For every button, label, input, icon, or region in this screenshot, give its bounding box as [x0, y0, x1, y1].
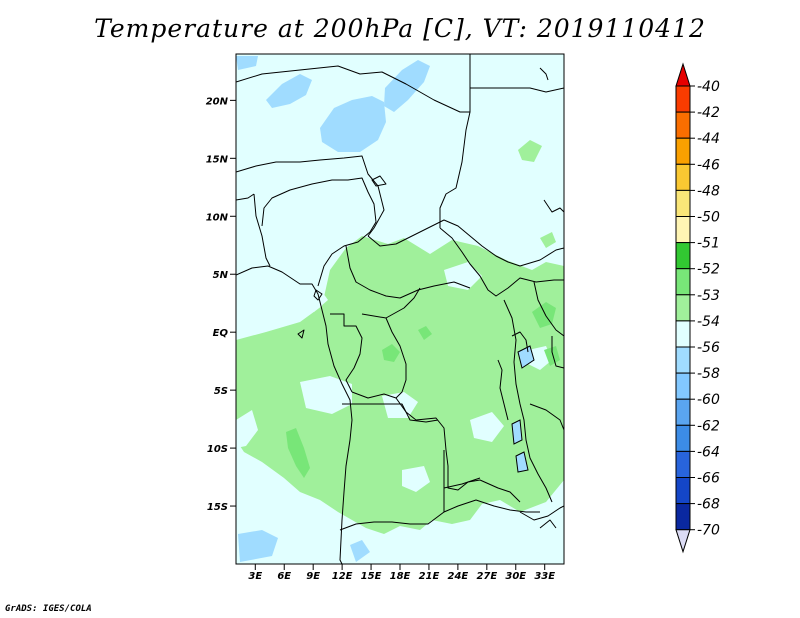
colorbar-label: -51	[697, 236, 720, 252]
colorbar-swatch	[675, 268, 691, 296]
lon-tick-label: 12E	[332, 571, 353, 582]
colorbar-swatch	[675, 242, 691, 270]
colorbar-swatch	[675, 346, 691, 374]
lon-tick-label: 21E	[419, 571, 440, 582]
colorbar-label: -53	[697, 288, 720, 304]
warm-region-53	[236, 140, 564, 534]
lat-tick-label: 5N	[213, 270, 229, 281]
colorbar-label: -70	[697, 523, 720, 539]
latitude-axis: 20N 15N 10N 5N EQ 5S 10S 15S	[206, 96, 236, 513]
colorbar-swatch	[675, 372, 691, 400]
colorbar-label: -44	[697, 131, 720, 147]
lon-tick-label: 27E	[476, 571, 497, 582]
colorbar-label: -50	[697, 210, 720, 226]
longitude-axis: 3E 6E 9E 12E 15E 18E 21E 24E 27E 30E 33E	[248, 564, 555, 582]
map-panel	[236, 54, 564, 564]
colorbar-swatch	[675, 398, 691, 426]
colorbar-bottom-arrow	[675, 529, 691, 554]
colorbar-top-arrow	[675, 62, 691, 87]
lakes	[511, 345, 535, 473]
lon-tick-label: 3E	[248, 571, 262, 582]
colorbar-label: -68	[697, 497, 720, 513]
colorbar-label: -58	[697, 366, 720, 382]
colorbar-swatch	[675, 424, 691, 452]
chart-title: Temperature at 200hPa [C], VT: 201911041…	[94, 14, 706, 43]
lat-tick-label: 10S	[207, 444, 228, 455]
lat-tick-label: 15N	[206, 154, 229, 165]
colorbar-swatch	[675, 450, 691, 478]
colorbar-label: -40	[697, 79, 720, 95]
colorbar-label: -46	[697, 157, 720, 173]
lon-tick-label: 30E	[505, 571, 526, 582]
colorbar-label: -62	[697, 418, 720, 434]
colorbar-swatch	[675, 320, 691, 348]
lat-tick-label: 15S	[207, 502, 228, 513]
colorbar-label: -56	[697, 340, 720, 356]
colorbar-label: -54	[697, 314, 720, 330]
lon-tick-label: 24E	[448, 571, 469, 582]
colorbar-swatch	[675, 189, 691, 217]
country-borders	[236, 54, 564, 564]
colorbar-swatch	[675, 163, 691, 191]
lon-tick-label: 33E	[534, 571, 555, 582]
colorbar-swatch	[675, 503, 691, 531]
lon-tick-label: 18E	[390, 571, 411, 582]
colorbar-label: -64	[697, 444, 720, 460]
lat-tick-label: 10N	[206, 212, 229, 223]
colorbar-swatch	[675, 111, 691, 139]
credit-text: GrADS: IGES/COLA	[5, 604, 92, 614]
colorbar-swatch	[675, 477, 691, 505]
lon-tick-label: 6E	[277, 571, 291, 582]
colorbar-label: -66	[697, 471, 720, 487]
lon-tick-label: 15E	[361, 571, 382, 582]
colorbar: -40 -42 -44 -46 -48 -50 -51 -52 -53 -54 -56 -58 -60 -…	[675, 62, 720, 554]
lat-tick-label: 5S	[214, 386, 228, 397]
lon-tick-label: 9E	[306, 571, 320, 582]
colorbar-label: -60	[697, 392, 720, 408]
colorbar-swatch	[675, 294, 691, 322]
colorbar-swatch	[675, 216, 691, 244]
colorbar-swatch	[675, 137, 691, 165]
colorbar-label: -52	[697, 262, 720, 278]
colorbar-swatch	[675, 85, 691, 113]
lat-tick-label: EQ	[213, 328, 229, 339]
light-pockets-54	[236, 262, 552, 492]
colorbar-label: -42	[697, 105, 720, 121]
colorbar-label: -48	[697, 183, 720, 199]
cold-region-north	[236, 56, 430, 562]
lat-tick-label: 20N	[206, 96, 229, 107]
